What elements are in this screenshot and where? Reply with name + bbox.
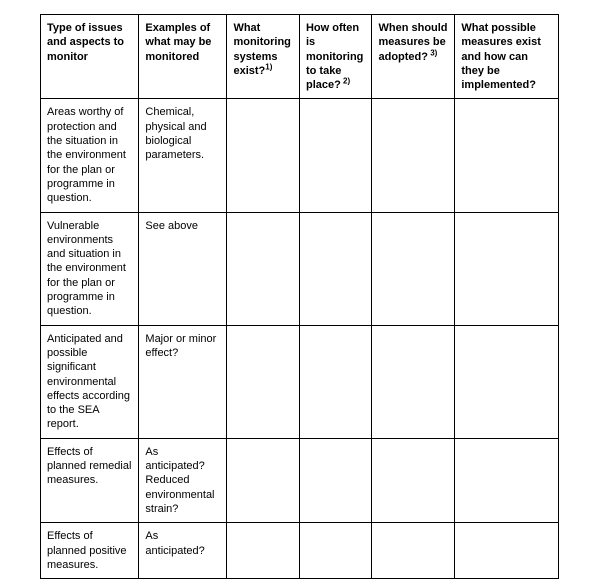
cell-r5c5 (372, 523, 455, 579)
col-header-1: Type of issues and aspects to monitor (41, 15, 139, 99)
monitoring-table: Type of issues and aspects to monitor Ex… (40, 14, 559, 579)
col-header-6-text: What possible measures exist and how can… (461, 22, 541, 91)
page-container: Type of issues and aspects to monitor Ex… (0, 0, 589, 566)
cell-r3c1: Anticipated and possible significant env… (41, 325, 139, 438)
cell-r4c6 (455, 438, 559, 522)
cell-r2c1: Vulnerable environments and situation in… (41, 212, 139, 325)
cell-r3c5 (372, 325, 455, 438)
col-header-4-sup: 2) (341, 77, 350, 86)
cell-r5c1: Effects of planned positive measures. (41, 523, 139, 579)
table-row: Effects of planned remedial measures. As… (41, 438, 559, 522)
cell-r5c6 (455, 523, 559, 579)
cell-r3c2: Major or minor effect? (139, 325, 227, 438)
col-header-4: How often is monitoring to take place? 2… (299, 15, 372, 99)
col-header-3-sup: 1) (265, 62, 272, 71)
cell-r3c4 (299, 325, 372, 438)
cell-r5c2: As anticipated? (139, 523, 227, 579)
cell-r4c2: As anticipated? Reduced environmental st… (139, 438, 227, 522)
cell-r5c3 (227, 523, 300, 579)
col-header-4-text: How often is monitoring to take place? (306, 22, 363, 91)
cell-r2c4 (299, 212, 372, 325)
cell-r2c2: See above (139, 212, 227, 325)
col-header-5-sup: 3) (428, 48, 437, 57)
col-header-5: When should measures be adopted? 3) (372, 15, 455, 99)
cell-r4c3 (227, 438, 300, 522)
table-row: Effects of planned positive measures. As… (41, 523, 559, 579)
col-header-6: What possible measures exist and how can… (455, 15, 559, 99)
cell-r1c1: Areas worthy of protection and the situa… (41, 99, 139, 212)
table-row: Vulnerable environments and situation in… (41, 212, 559, 325)
col-header-3: What monitoring systems exist?1) (227, 15, 300, 99)
cell-r2c3 (227, 212, 300, 325)
cell-r4c5 (372, 438, 455, 522)
cell-r4c1: Effects of planned remedial measures. (41, 438, 139, 522)
cell-r5c4 (299, 523, 372, 579)
col-header-2: Examples of what may be monitored (139, 15, 227, 99)
cell-r3c6 (455, 325, 559, 438)
col-header-3-text: What monitoring systems exist? (233, 22, 290, 77)
cell-r2c6 (455, 212, 559, 325)
table-row: Areas worthy of protection and the situa… (41, 99, 559, 212)
cell-r4c4 (299, 438, 372, 522)
cell-r1c6 (455, 99, 559, 212)
table-header-row: Type of issues and aspects to monitor Ex… (41, 15, 559, 99)
table-row: Anticipated and possible significant env… (41, 325, 559, 438)
cell-r2c5 (372, 212, 455, 325)
cell-r1c4 (299, 99, 372, 212)
cell-r3c3 (227, 325, 300, 438)
col-header-2-text: Examples of what may be monitored (145, 22, 211, 63)
col-header-1-text: Type of issues and aspects to monitor (47, 22, 124, 63)
cell-r1c3 (227, 99, 300, 212)
cell-r1c2: Chemical, physical and biological parame… (139, 99, 227, 212)
cell-r1c5 (372, 99, 455, 212)
